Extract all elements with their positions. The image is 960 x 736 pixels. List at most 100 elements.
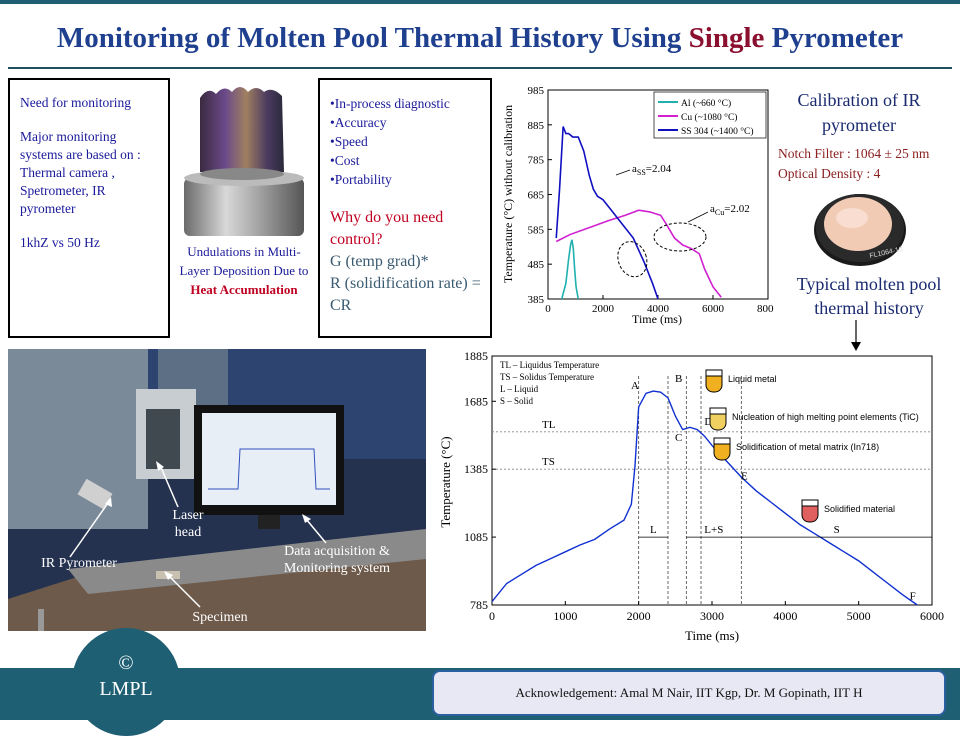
benefit-item: •Speed xyxy=(330,134,368,149)
benefits-box: •In-process diagnostic •Accuracy •Speed … xyxy=(318,78,492,338)
chart2-level-label: TL xyxy=(542,419,556,431)
ir-pyrometer-label: IR Pyrometer xyxy=(41,556,117,571)
thermal-history-chart: TL TS 0 1000 2000 3000 4000 5000 6000 785 1085 138… xyxy=(438,349,944,643)
chart2-xtick-label: 6000 xyxy=(920,609,944,623)
chart1-series-line-1 xyxy=(555,209,722,298)
chart2-ylabel: Temperature (°C) xyxy=(438,436,453,527)
chart1-series-line-0 xyxy=(560,239,580,300)
rate-text: 1khZ vs 50 Hz xyxy=(20,235,100,250)
chart2-point-label: C xyxy=(675,432,682,444)
chart2-stage-label: Solidified material xyxy=(824,504,895,514)
chart2-stage-label: Nucleation of high melting point element… xyxy=(732,412,919,422)
chart1-ytick-label: 685 xyxy=(528,190,545,202)
ir-filter-image: FL1064-10 xyxy=(814,194,906,266)
chart2-xtick-label: 3000 xyxy=(700,609,724,623)
chart1-xtick-label: 0 xyxy=(545,303,551,315)
chart1-ytick-label: 385 xyxy=(528,294,545,306)
solidification-rate-text: R (solidification rate) = CR xyxy=(330,275,481,314)
chart2-point-label: F xyxy=(910,590,916,602)
cu-transition-ellipse xyxy=(653,222,707,252)
chart2-legend-line: S – Solid xyxy=(500,396,534,406)
chart2-region-label: L+S xyxy=(704,524,723,536)
top-accent-bar xyxy=(0,0,960,4)
caption-emphasis: Heat Accumulation xyxy=(190,282,298,297)
chart2-xtick-label: 0 xyxy=(489,609,495,623)
benefits-list: •In-process diagnostic •Accuracy •Speed … xyxy=(330,94,482,189)
chart1-legend-label: Cu (~1080 °C) xyxy=(681,112,737,123)
chart2-series-line-0 xyxy=(491,390,918,606)
calibration-title: Calibration of IR pyrometer xyxy=(797,90,921,135)
typical-history-title: Typical molten pool thermal history xyxy=(796,274,942,318)
chart1-ytick-label: 485 xyxy=(528,259,545,271)
chart1-series-line-2 xyxy=(555,126,659,300)
optical-density-text: Optical Density : 4 xyxy=(778,166,881,181)
chart1-ylabel: Temperature (°C) without calibration xyxy=(501,105,515,283)
chart2-stage-crucible-rim xyxy=(713,437,731,445)
copyright-icon: © xyxy=(118,652,134,674)
chart2-xtick-label: 2000 xyxy=(627,609,651,623)
temp-gradient-text: G (temp grad)* xyxy=(330,253,429,270)
chart2-ytick-label: 1685 xyxy=(464,394,488,408)
chart2-point-label: E xyxy=(741,470,748,482)
chart2-legend-line: L – Liquid xyxy=(500,384,539,394)
chart1-xtick-label: 2000 xyxy=(592,303,615,315)
filter-specs: Notch Filter : 1064 ± 25 nm Optical Dens… xyxy=(778,144,960,184)
chart1-xlabel: Time (ms) xyxy=(632,312,682,326)
chart2-stage-crucible-rim xyxy=(801,499,819,507)
chart1-xtick-label: 8000 xyxy=(757,303,774,315)
chart2-stage-crucible-rim xyxy=(709,407,727,415)
control-question: Why do you need control? xyxy=(330,209,444,248)
benefit-item: •Accuracy xyxy=(330,115,387,130)
logo-text: LMPL xyxy=(99,678,153,700)
specimen-label: Specimen xyxy=(192,610,248,625)
chart2-stage-crucible-rim xyxy=(705,369,723,377)
chart1-xtick-label: 6000 xyxy=(702,303,725,315)
chart2-ytick-label: 1385 xyxy=(464,462,488,476)
chart2-region-label: L xyxy=(650,524,657,536)
setup-illustration xyxy=(8,349,426,631)
systems-text: Major monitoring systems are based on : … xyxy=(20,129,141,216)
need-for-monitoring-box: Need for monitoring Major monitoring sys… xyxy=(8,78,170,338)
title-highlight: Single xyxy=(688,22,765,54)
experimental-setup-photo: Laser head IR Pyrometer Data acquisition… xyxy=(8,349,426,631)
chart2-stage-label: Solidification of metal matrix (In718) xyxy=(736,442,879,452)
notch-filter-text: Notch Filter : 1064 ± 25 nm xyxy=(778,146,930,161)
chart2-region-label: S xyxy=(834,524,840,536)
chart1-ytick-label: 985 xyxy=(528,85,545,97)
benefit-item: •In-process diagnostic xyxy=(330,96,450,111)
chart2-ytick-label: 1085 xyxy=(464,530,488,544)
chart1-ytick-label: 885 xyxy=(528,120,545,132)
cu-annotation: aCu=2.02 xyxy=(710,203,750,217)
chart1-ytick-label: 785 xyxy=(528,155,545,167)
chart2-xtick-label: 1000 xyxy=(553,609,577,623)
sample-deposit-image xyxy=(184,87,304,236)
chart1-legend-label: Al (~660 °C) xyxy=(681,98,731,109)
chart2-legend-line: TL – Liquidus Temperature xyxy=(500,360,599,370)
down-arrow-icon xyxy=(851,320,861,351)
laser-head-label: Laser head xyxy=(172,508,204,540)
chart2-legend-line: TS – Solidus Temperature xyxy=(500,372,594,382)
page-title: Monitoring of Molten Pool Thermal Histor… xyxy=(56,22,904,54)
chart1-ytick-label: 585 xyxy=(528,224,545,236)
chart2-point-label: D xyxy=(704,416,712,428)
daq-label: Data acquisition & Monitoring system xyxy=(283,544,391,576)
title-divider xyxy=(8,67,952,69)
chart2-ytick-label: 785 xyxy=(470,598,488,612)
chart1-xtick-label: 4000 xyxy=(647,303,670,315)
ss-annotation: aSS=2.04 xyxy=(632,163,672,177)
chart2-point-label: A xyxy=(631,380,639,392)
chart2-plot-area xyxy=(491,355,933,606)
calibration-chart: 0 2000 4000 6000 8000 385 485 585 685 785 885 985 a… xyxy=(501,85,774,326)
lmpl-logo: © LMPL xyxy=(72,628,180,736)
acknowledgement-box: Acknowledgement: Amal M Nair, IIT Kgp, D… xyxy=(432,670,946,716)
sample-caption: Undulations in Multi-Layer Deposition Du… xyxy=(179,244,309,297)
ss-transition-ellipse xyxy=(617,241,648,278)
benefit-item: •Cost xyxy=(330,153,360,168)
chart2-point-label: B xyxy=(675,373,682,385)
need-heading: Need for monitoring xyxy=(20,95,131,110)
chart2-stage-label: Liquid metal xyxy=(728,374,777,384)
chart2-xlabel: Time (ms) xyxy=(685,628,739,643)
chart1-legend-label: SS 304 (~1400 °C) xyxy=(681,126,754,137)
benefit-item: •Portability xyxy=(330,172,392,187)
chart2-xtick-label: 4000 xyxy=(773,609,797,623)
